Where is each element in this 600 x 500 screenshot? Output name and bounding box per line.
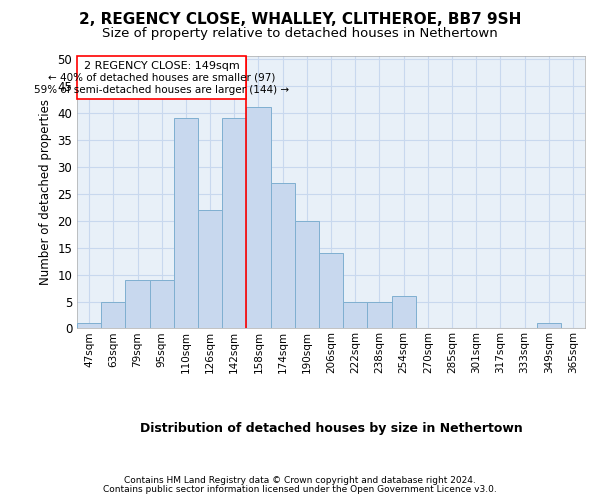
Bar xyxy=(367,302,392,328)
Text: Contains public sector information licensed under the Open Government Licence v3: Contains public sector information licen… xyxy=(103,484,497,494)
Bar xyxy=(295,220,319,328)
Bar xyxy=(343,302,367,328)
Text: Contains HM Land Registry data © Crown copyright and database right 2024.: Contains HM Land Registry data © Crown c… xyxy=(124,476,476,485)
Text: 2, REGENCY CLOSE, WHALLEY, CLITHEROE, BB7 9SH: 2, REGENCY CLOSE, WHALLEY, CLITHEROE, BB… xyxy=(79,12,521,28)
Text: 2 REGENCY CLOSE: 149sqm: 2 REGENCY CLOSE: 149sqm xyxy=(84,60,239,70)
Bar xyxy=(77,323,101,328)
Bar xyxy=(247,108,271,328)
Bar xyxy=(392,296,416,328)
Y-axis label: Number of detached properties: Number of detached properties xyxy=(39,100,52,286)
Text: ← 40% of detached houses are smaller (97): ← 40% of detached houses are smaller (97… xyxy=(48,73,275,83)
Text: 59% of semi-detached houses are larger (144) →: 59% of semi-detached houses are larger (… xyxy=(34,85,289,95)
Bar xyxy=(319,253,343,328)
Bar xyxy=(77,56,247,100)
Bar xyxy=(198,210,222,328)
Text: Size of property relative to detached houses in Nethertown: Size of property relative to detached ho… xyxy=(102,28,498,40)
Bar xyxy=(101,302,125,328)
Bar xyxy=(174,118,198,328)
Bar xyxy=(125,280,149,328)
Bar xyxy=(536,323,561,328)
X-axis label: Distribution of detached houses by size in Nethertown: Distribution of detached houses by size … xyxy=(140,422,523,435)
Bar xyxy=(271,183,295,328)
Bar xyxy=(222,118,247,328)
Bar xyxy=(149,280,174,328)
